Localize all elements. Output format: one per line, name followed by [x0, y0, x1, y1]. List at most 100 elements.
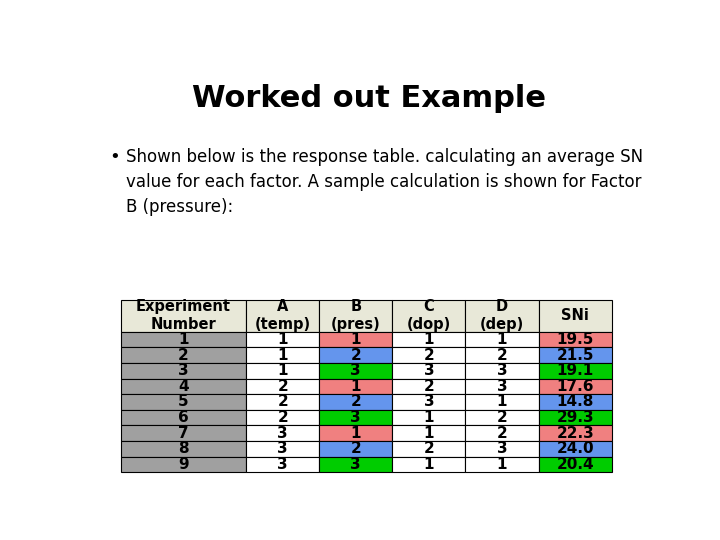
Text: 1: 1: [423, 410, 434, 425]
Text: 3: 3: [423, 394, 434, 409]
FancyBboxPatch shape: [246, 347, 319, 363]
Text: A
(temp): A (temp): [255, 300, 311, 332]
FancyBboxPatch shape: [121, 363, 246, 379]
Text: 3: 3: [351, 410, 361, 425]
Text: SNi: SNi: [561, 308, 589, 323]
FancyBboxPatch shape: [319, 410, 392, 426]
Text: 2: 2: [497, 426, 508, 441]
Text: 17.6: 17.6: [557, 379, 594, 394]
FancyBboxPatch shape: [392, 300, 465, 332]
Text: 22.3: 22.3: [557, 426, 594, 441]
FancyBboxPatch shape: [319, 457, 392, 472]
FancyBboxPatch shape: [465, 410, 539, 426]
Text: 1: 1: [497, 457, 508, 472]
FancyBboxPatch shape: [392, 441, 465, 457]
FancyBboxPatch shape: [539, 410, 612, 426]
Text: B
(pres): B (pres): [331, 300, 381, 332]
FancyBboxPatch shape: [319, 426, 392, 441]
Text: D
(dep): D (dep): [480, 300, 524, 332]
Text: 29.3: 29.3: [557, 410, 594, 425]
FancyBboxPatch shape: [539, 363, 612, 379]
Text: 3: 3: [178, 363, 189, 378]
Text: 19.5: 19.5: [557, 332, 594, 347]
FancyBboxPatch shape: [465, 347, 539, 363]
Text: 2: 2: [497, 410, 508, 425]
FancyBboxPatch shape: [319, 347, 392, 363]
Text: 6: 6: [178, 410, 189, 425]
Text: 1: 1: [423, 426, 434, 441]
FancyBboxPatch shape: [539, 441, 612, 457]
FancyBboxPatch shape: [246, 332, 319, 347]
Text: Shown below is the response table. calculating an average SN
value for each fact: Shown below is the response table. calcu…: [126, 148, 644, 216]
FancyBboxPatch shape: [319, 379, 392, 394]
Text: 2: 2: [178, 348, 189, 362]
FancyBboxPatch shape: [246, 410, 319, 426]
FancyBboxPatch shape: [319, 441, 392, 457]
Text: 3: 3: [277, 441, 288, 456]
Text: Experiment
Number: Experiment Number: [136, 300, 231, 332]
Text: 2: 2: [423, 379, 434, 394]
Text: 2: 2: [351, 394, 361, 409]
FancyBboxPatch shape: [392, 363, 465, 379]
Text: 1: 1: [497, 332, 508, 347]
FancyBboxPatch shape: [539, 457, 612, 472]
FancyBboxPatch shape: [121, 379, 246, 394]
Text: 1: 1: [423, 332, 434, 347]
FancyBboxPatch shape: [392, 426, 465, 441]
FancyBboxPatch shape: [539, 332, 612, 347]
FancyBboxPatch shape: [246, 426, 319, 441]
Text: 2: 2: [423, 441, 434, 456]
FancyBboxPatch shape: [392, 394, 465, 410]
FancyBboxPatch shape: [392, 332, 465, 347]
Text: 3: 3: [497, 441, 508, 456]
Text: 3: 3: [277, 457, 288, 472]
Text: 5: 5: [178, 394, 189, 409]
Text: 7: 7: [178, 426, 189, 441]
FancyBboxPatch shape: [319, 332, 392, 347]
Text: 2: 2: [277, 394, 288, 409]
FancyBboxPatch shape: [392, 347, 465, 363]
Text: 1: 1: [277, 363, 288, 378]
FancyBboxPatch shape: [121, 441, 246, 457]
FancyBboxPatch shape: [392, 379, 465, 394]
Text: 3: 3: [277, 426, 288, 441]
Text: 1: 1: [497, 394, 508, 409]
Text: 1: 1: [351, 426, 361, 441]
FancyBboxPatch shape: [465, 363, 539, 379]
FancyBboxPatch shape: [246, 363, 319, 379]
FancyBboxPatch shape: [465, 426, 539, 441]
FancyBboxPatch shape: [246, 394, 319, 410]
FancyBboxPatch shape: [121, 300, 246, 332]
FancyBboxPatch shape: [392, 410, 465, 426]
FancyBboxPatch shape: [392, 457, 465, 472]
FancyBboxPatch shape: [121, 332, 246, 347]
FancyBboxPatch shape: [319, 363, 392, 379]
FancyBboxPatch shape: [539, 426, 612, 441]
FancyBboxPatch shape: [246, 441, 319, 457]
FancyBboxPatch shape: [539, 300, 612, 332]
Text: 3: 3: [497, 363, 508, 378]
Text: 3: 3: [351, 457, 361, 472]
Text: 21.5: 21.5: [557, 348, 594, 362]
Text: 2: 2: [351, 441, 361, 456]
FancyBboxPatch shape: [465, 332, 539, 347]
FancyBboxPatch shape: [121, 426, 246, 441]
Text: 9: 9: [178, 457, 189, 472]
Text: 1: 1: [351, 332, 361, 347]
Text: 1: 1: [178, 332, 189, 347]
Text: 2: 2: [277, 379, 288, 394]
FancyBboxPatch shape: [121, 347, 246, 363]
Text: •: •: [109, 148, 120, 166]
Text: 19.1: 19.1: [557, 363, 594, 378]
FancyBboxPatch shape: [465, 394, 539, 410]
FancyBboxPatch shape: [539, 347, 612, 363]
Text: 3: 3: [351, 363, 361, 378]
Text: 2: 2: [497, 348, 508, 362]
FancyBboxPatch shape: [121, 394, 246, 410]
FancyBboxPatch shape: [121, 410, 246, 426]
Text: 4: 4: [178, 379, 189, 394]
Text: 1: 1: [423, 457, 434, 472]
Text: Worked out Example: Worked out Example: [192, 84, 546, 112]
FancyBboxPatch shape: [246, 457, 319, 472]
FancyBboxPatch shape: [465, 379, 539, 394]
